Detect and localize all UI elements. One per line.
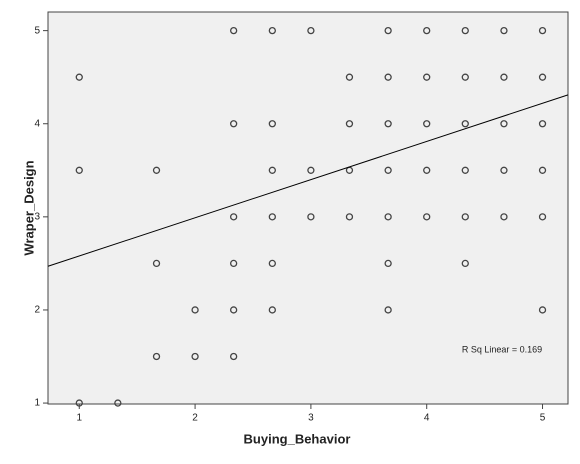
point — [538, 26, 547, 35]
point — [423, 166, 431, 174]
point — [500, 213, 508, 221]
point — [191, 306, 199, 314]
point — [307, 213, 315, 221]
plot-area — [47, 11, 569, 405]
point — [345, 73, 354, 81]
point — [538, 306, 547, 314]
point — [461, 120, 469, 128]
point — [229, 259, 238, 268]
point — [307, 26, 315, 35]
point — [461, 166, 469, 174]
point — [229, 213, 238, 221]
point — [384, 213, 392, 221]
point — [229, 306, 238, 314]
point — [500, 73, 508, 81]
x-tick-label: 1 — [76, 413, 82, 424]
point — [384, 259, 392, 268]
point — [75, 73, 83, 81]
point — [229, 120, 238, 128]
point — [152, 259, 161, 268]
point — [461, 259, 469, 268]
point — [268, 120, 276, 128]
fit-line — [47, 94, 569, 267]
point — [229, 26, 238, 35]
x-tick-label: 4 — [424, 413, 430, 424]
x-axis-title: Buying_Behavior — [244, 431, 351, 446]
point — [345, 120, 354, 128]
point — [268, 306, 276, 314]
point — [114, 399, 122, 407]
point — [152, 166, 161, 174]
point — [500, 26, 508, 35]
point — [191, 352, 199, 361]
y-tick-label: 5 — [34, 25, 40, 36]
point — [384, 26, 392, 35]
point — [538, 73, 547, 81]
x-tick-label: 5 — [540, 413, 546, 424]
point — [307, 166, 315, 174]
point — [423, 73, 431, 81]
y-axis-title: Wraper_Design — [21, 160, 36, 255]
point — [384, 73, 392, 81]
y-tick-label: 1 — [34, 398, 40, 409]
point — [268, 213, 276, 221]
point — [152, 352, 161, 361]
point — [384, 120, 392, 128]
point — [461, 73, 469, 81]
point — [384, 166, 392, 174]
point — [268, 26, 276, 35]
point — [423, 120, 431, 128]
point — [423, 213, 431, 221]
point — [538, 213, 547, 221]
r-squared-annotation: R Sq Linear = 0.169 — [462, 344, 542, 354]
x-tick-label: 3 — [308, 413, 314, 424]
point — [75, 166, 83, 174]
point — [423, 26, 431, 35]
point — [538, 120, 547, 128]
point — [75, 399, 83, 407]
point — [268, 166, 276, 174]
point — [268, 259, 276, 268]
point — [229, 352, 238, 361]
point — [461, 213, 469, 221]
point — [500, 166, 508, 174]
x-tick-label: 2 — [192, 413, 198, 424]
point — [384, 306, 392, 314]
point — [500, 120, 508, 128]
y-tick-label: 2 — [34, 305, 40, 316]
y-tick-label: 4 — [34, 118, 40, 129]
point — [461, 26, 469, 35]
y-tick-label: 3 — [34, 211, 40, 222]
point — [345, 213, 354, 221]
point — [538, 166, 547, 174]
